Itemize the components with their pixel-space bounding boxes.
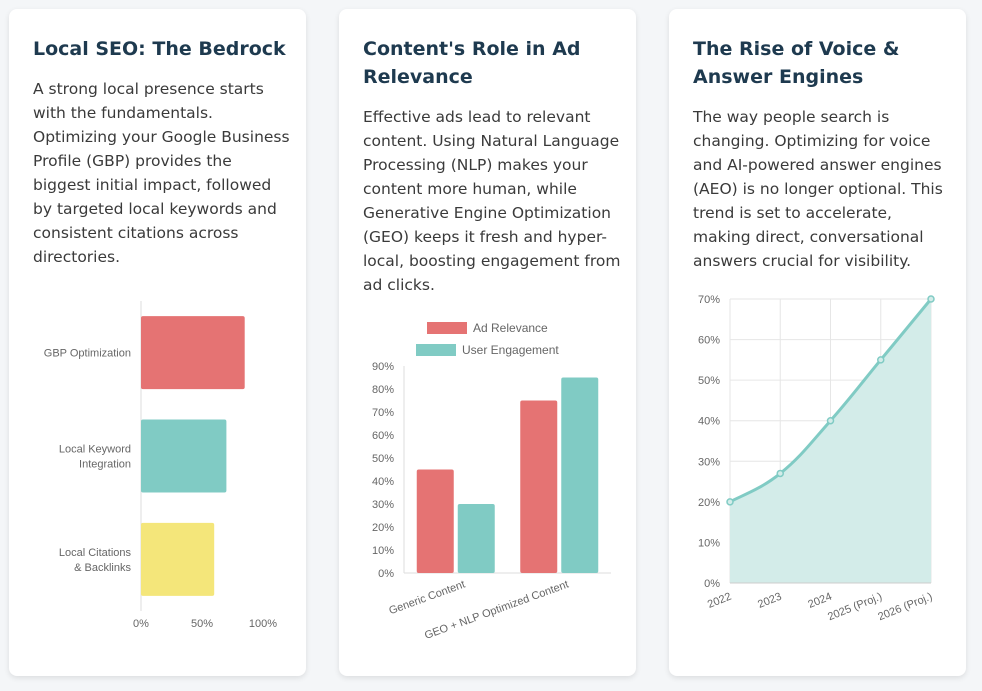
bar-2 xyxy=(141,522,215,596)
voice-search-area-chart: 0% 10% 20% 30% 40% 50% 60% 70% 2022 2023 20242025 … xyxy=(698,294,935,624)
bar-0 xyxy=(141,316,245,390)
bar-1-0 xyxy=(520,400,558,573)
x-tick-label-0: 2022 xyxy=(706,591,733,611)
card-body: The way people search is changing. Optim… xyxy=(693,108,943,270)
y-tick-label-1: 10% xyxy=(372,545,394,557)
y-tick-label-1: 10% xyxy=(698,537,720,549)
x-tick-label-0: 0% xyxy=(133,618,149,630)
data-point-0 xyxy=(726,498,734,506)
y-tick-label-6: 60% xyxy=(372,430,394,442)
y-tick-label-7: 70% xyxy=(698,294,720,306)
legend-label-0: Ad Relevance xyxy=(473,321,548,335)
x-tick-label-4: 2026 (Proj.) xyxy=(876,591,934,624)
x-tick-label-3: 2025 (Proj.) xyxy=(826,591,884,624)
legend-swatch-1 xyxy=(416,344,456,356)
y-tick-label-2: 20% xyxy=(698,497,720,509)
local-seo-bar-chart: GBP Optimization Local Keyword Integration… xyxy=(44,301,277,630)
y-tick-label-3: 30% xyxy=(372,499,394,511)
card-voice-engines: The Rise of Voice & Answer Engines The w… xyxy=(669,9,966,676)
legend-swatch-0 xyxy=(427,322,467,334)
data-point-3 xyxy=(877,356,885,364)
card-body: A strong local presence starts with the … xyxy=(33,80,290,266)
card-local-seo: Local SEO: The Bedrock A strong local pr… xyxy=(9,9,306,676)
card-body: Effective ads lead to relevant content. … xyxy=(363,108,621,294)
area-fill xyxy=(730,299,931,583)
y-tick-label-2: Local Citations & Backlinks xyxy=(59,547,132,574)
bar-0-0 xyxy=(416,469,454,573)
y-tick-label-4: 40% xyxy=(372,476,394,488)
card-title: Local SEO: The Bedrock xyxy=(33,38,286,60)
y-tick-label-0: GBP Optimization xyxy=(44,348,131,360)
x-tick-label-2: 100% xyxy=(249,618,277,630)
y-tick-label-8: 80% xyxy=(372,384,394,396)
y-tick-label-0: 0% xyxy=(704,578,720,590)
x-tick-label-1: 50% xyxy=(191,618,213,630)
data-point-2 xyxy=(826,416,835,425)
y-tick-label-7: 70% xyxy=(372,407,394,419)
x-tick-label-0: Generic Content xyxy=(387,579,466,618)
bar-0-1 xyxy=(457,504,495,573)
legend-label-1: User Engagement xyxy=(462,343,559,357)
card-title: The Rise of Voice & Answer Engines xyxy=(693,38,900,88)
data-point-1 xyxy=(776,469,784,478)
y-tick-label-2: 20% xyxy=(372,522,394,534)
y-tick-label-4: 40% xyxy=(698,416,720,428)
y-tick-label-5: 50% xyxy=(372,453,394,465)
bar-1-1 xyxy=(561,377,599,573)
y-tick-label-1: Local Keyword Integration xyxy=(59,444,131,471)
x-tick-label-1: 2023 xyxy=(756,591,783,611)
y-tick-label-3: 30% xyxy=(698,456,720,468)
y-tick-label-5: 50% xyxy=(698,375,720,387)
y-tick-label-9: 90% xyxy=(372,361,394,373)
data-point-4 xyxy=(927,295,935,303)
card-title: Content's Role in Ad Relevance xyxy=(363,38,581,88)
y-tick-label-6: 60% xyxy=(698,335,720,347)
card-content-role: Content's Role in Ad Relevance Effective… xyxy=(339,9,636,676)
ad-relevance-bar-chart: Ad Relevance User Engagement 0% 10% 20% 30% 40… xyxy=(372,321,611,642)
bar-1 xyxy=(141,419,227,493)
y-tick-label-0: 0% xyxy=(378,568,394,580)
x-tick-label-2: 2024 xyxy=(806,591,833,611)
